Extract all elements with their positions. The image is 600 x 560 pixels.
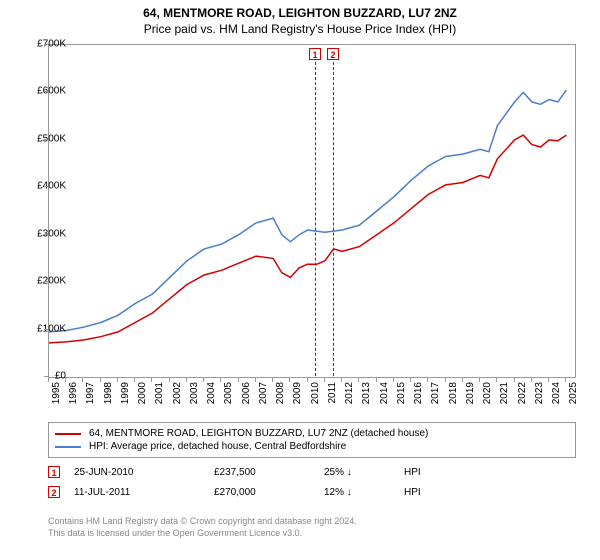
x-axis-label: 2017 xyxy=(430,382,441,412)
x-axis-label: 2015 xyxy=(396,382,407,412)
y-axis-label: £600K xyxy=(6,86,66,97)
y-axis-label: £0 xyxy=(6,371,66,382)
legend-item-property: 64, MENTMORE ROAD, LEIGHTON BUZZARD, LU7… xyxy=(55,427,569,440)
transaction-vs: HPI xyxy=(404,487,454,498)
arrow-down-icon: ↓ xyxy=(347,487,352,498)
x-axis-label: 2016 xyxy=(413,382,424,412)
x-axis-label: 2009 xyxy=(292,382,303,412)
chart-subtitle: Price paid vs. HM Land Registry's House … xyxy=(0,20,600,40)
arrow-down-icon: ↓ xyxy=(347,467,352,478)
y-axis-label: £700K xyxy=(6,39,66,50)
x-axis-label: 1997 xyxy=(85,382,96,412)
x-axis-label: 2021 xyxy=(499,382,510,412)
x-axis-label: 2014 xyxy=(379,382,390,412)
y-axis-label: £500K xyxy=(6,133,66,144)
transaction-vs: HPI xyxy=(404,467,454,478)
x-axis-label: 2002 xyxy=(172,382,183,412)
transaction-row: 2 11-JUL-2011 £270,000 12% ↓ HPI xyxy=(48,482,576,502)
legend-label-hpi: HPI: Average price, detached house, Cent… xyxy=(89,441,346,452)
transaction-row: 1 25-JUN-2010 £237,500 25% ↓ HPI xyxy=(48,462,576,482)
x-axis-label: 1998 xyxy=(103,382,114,412)
x-axis-label: 2007 xyxy=(258,382,269,412)
footer: Contains HM Land Registry data © Crown c… xyxy=(48,516,576,539)
transaction-date: 11-JUL-2011 xyxy=(74,487,214,498)
x-axis-label: 2023 xyxy=(534,382,545,412)
plot-area xyxy=(48,44,576,378)
x-axis-label: 2004 xyxy=(206,382,217,412)
x-axis-label: 2003 xyxy=(189,382,200,412)
x-axis-label: 2012 xyxy=(344,382,355,412)
transaction-marker-1: 1 xyxy=(48,466,60,478)
x-axis-label: 2022 xyxy=(517,382,528,412)
legend-item-hpi: HPI: Average price, detached house, Cent… xyxy=(55,440,569,453)
x-axis-label: 2000 xyxy=(137,382,148,412)
x-axis-label: 2005 xyxy=(223,382,234,412)
marker-line xyxy=(315,62,316,376)
marker-box: 1 xyxy=(309,48,321,60)
x-axis-label: 2010 xyxy=(310,382,321,412)
y-axis-label: £100K xyxy=(6,323,66,334)
series-line-property xyxy=(49,135,566,343)
transaction-pct: 25% xyxy=(324,467,344,478)
chart-title: 64, MENTMORE ROAD, LEIGHTON BUZZARD, LU7… xyxy=(0,0,600,20)
x-axis-label: 2011 xyxy=(327,382,338,412)
chart-svg xyxy=(49,45,575,377)
marker-box: 2 xyxy=(327,48,339,60)
x-axis-label: 2019 xyxy=(465,382,476,412)
chart-container: 64, MENTMORE ROAD, LEIGHTON BUZZARD, LU7… xyxy=(0,0,600,560)
legend: 64, MENTMORE ROAD, LEIGHTON BUZZARD, LU7… xyxy=(48,422,576,458)
transaction-table: 1 25-JUN-2010 £237,500 25% ↓ HPI 2 11-JU… xyxy=(48,462,576,502)
transaction-date: 25-JUN-2010 xyxy=(74,467,214,478)
y-axis-label: £300K xyxy=(6,228,66,239)
legend-swatch-property xyxy=(55,433,81,435)
y-axis-label: £200K xyxy=(6,276,66,287)
footer-line-2: This data is licensed under the Open Gov… xyxy=(48,528,576,540)
x-axis-label: 1996 xyxy=(68,382,79,412)
footer-line-1: Contains HM Land Registry data © Crown c… xyxy=(48,516,576,528)
legend-label-property: 64, MENTMORE ROAD, LEIGHTON BUZZARD, LU7… xyxy=(89,428,428,439)
marker-line xyxy=(333,62,334,376)
x-axis-label: 2018 xyxy=(448,382,459,412)
x-axis-label: 2020 xyxy=(482,382,493,412)
transaction-price: £270,000 xyxy=(214,487,324,498)
x-axis-label: 2013 xyxy=(361,382,372,412)
x-axis-label: 2008 xyxy=(275,382,286,412)
x-axis-label: 1999 xyxy=(120,382,131,412)
y-axis-label: £400K xyxy=(6,181,66,192)
legend-swatch-hpi xyxy=(55,446,81,448)
x-axis-label: 2024 xyxy=(551,382,562,412)
transaction-pct: 12% xyxy=(324,487,344,498)
x-axis-label: 2006 xyxy=(241,382,252,412)
series-line-hpi xyxy=(49,90,566,332)
transaction-marker-2: 2 xyxy=(48,486,60,498)
x-axis-label: 2001 xyxy=(154,382,165,412)
x-axis-label: 1995 xyxy=(51,382,62,412)
x-axis-label: 2025 xyxy=(568,382,579,412)
transaction-price: £237,500 xyxy=(214,467,324,478)
